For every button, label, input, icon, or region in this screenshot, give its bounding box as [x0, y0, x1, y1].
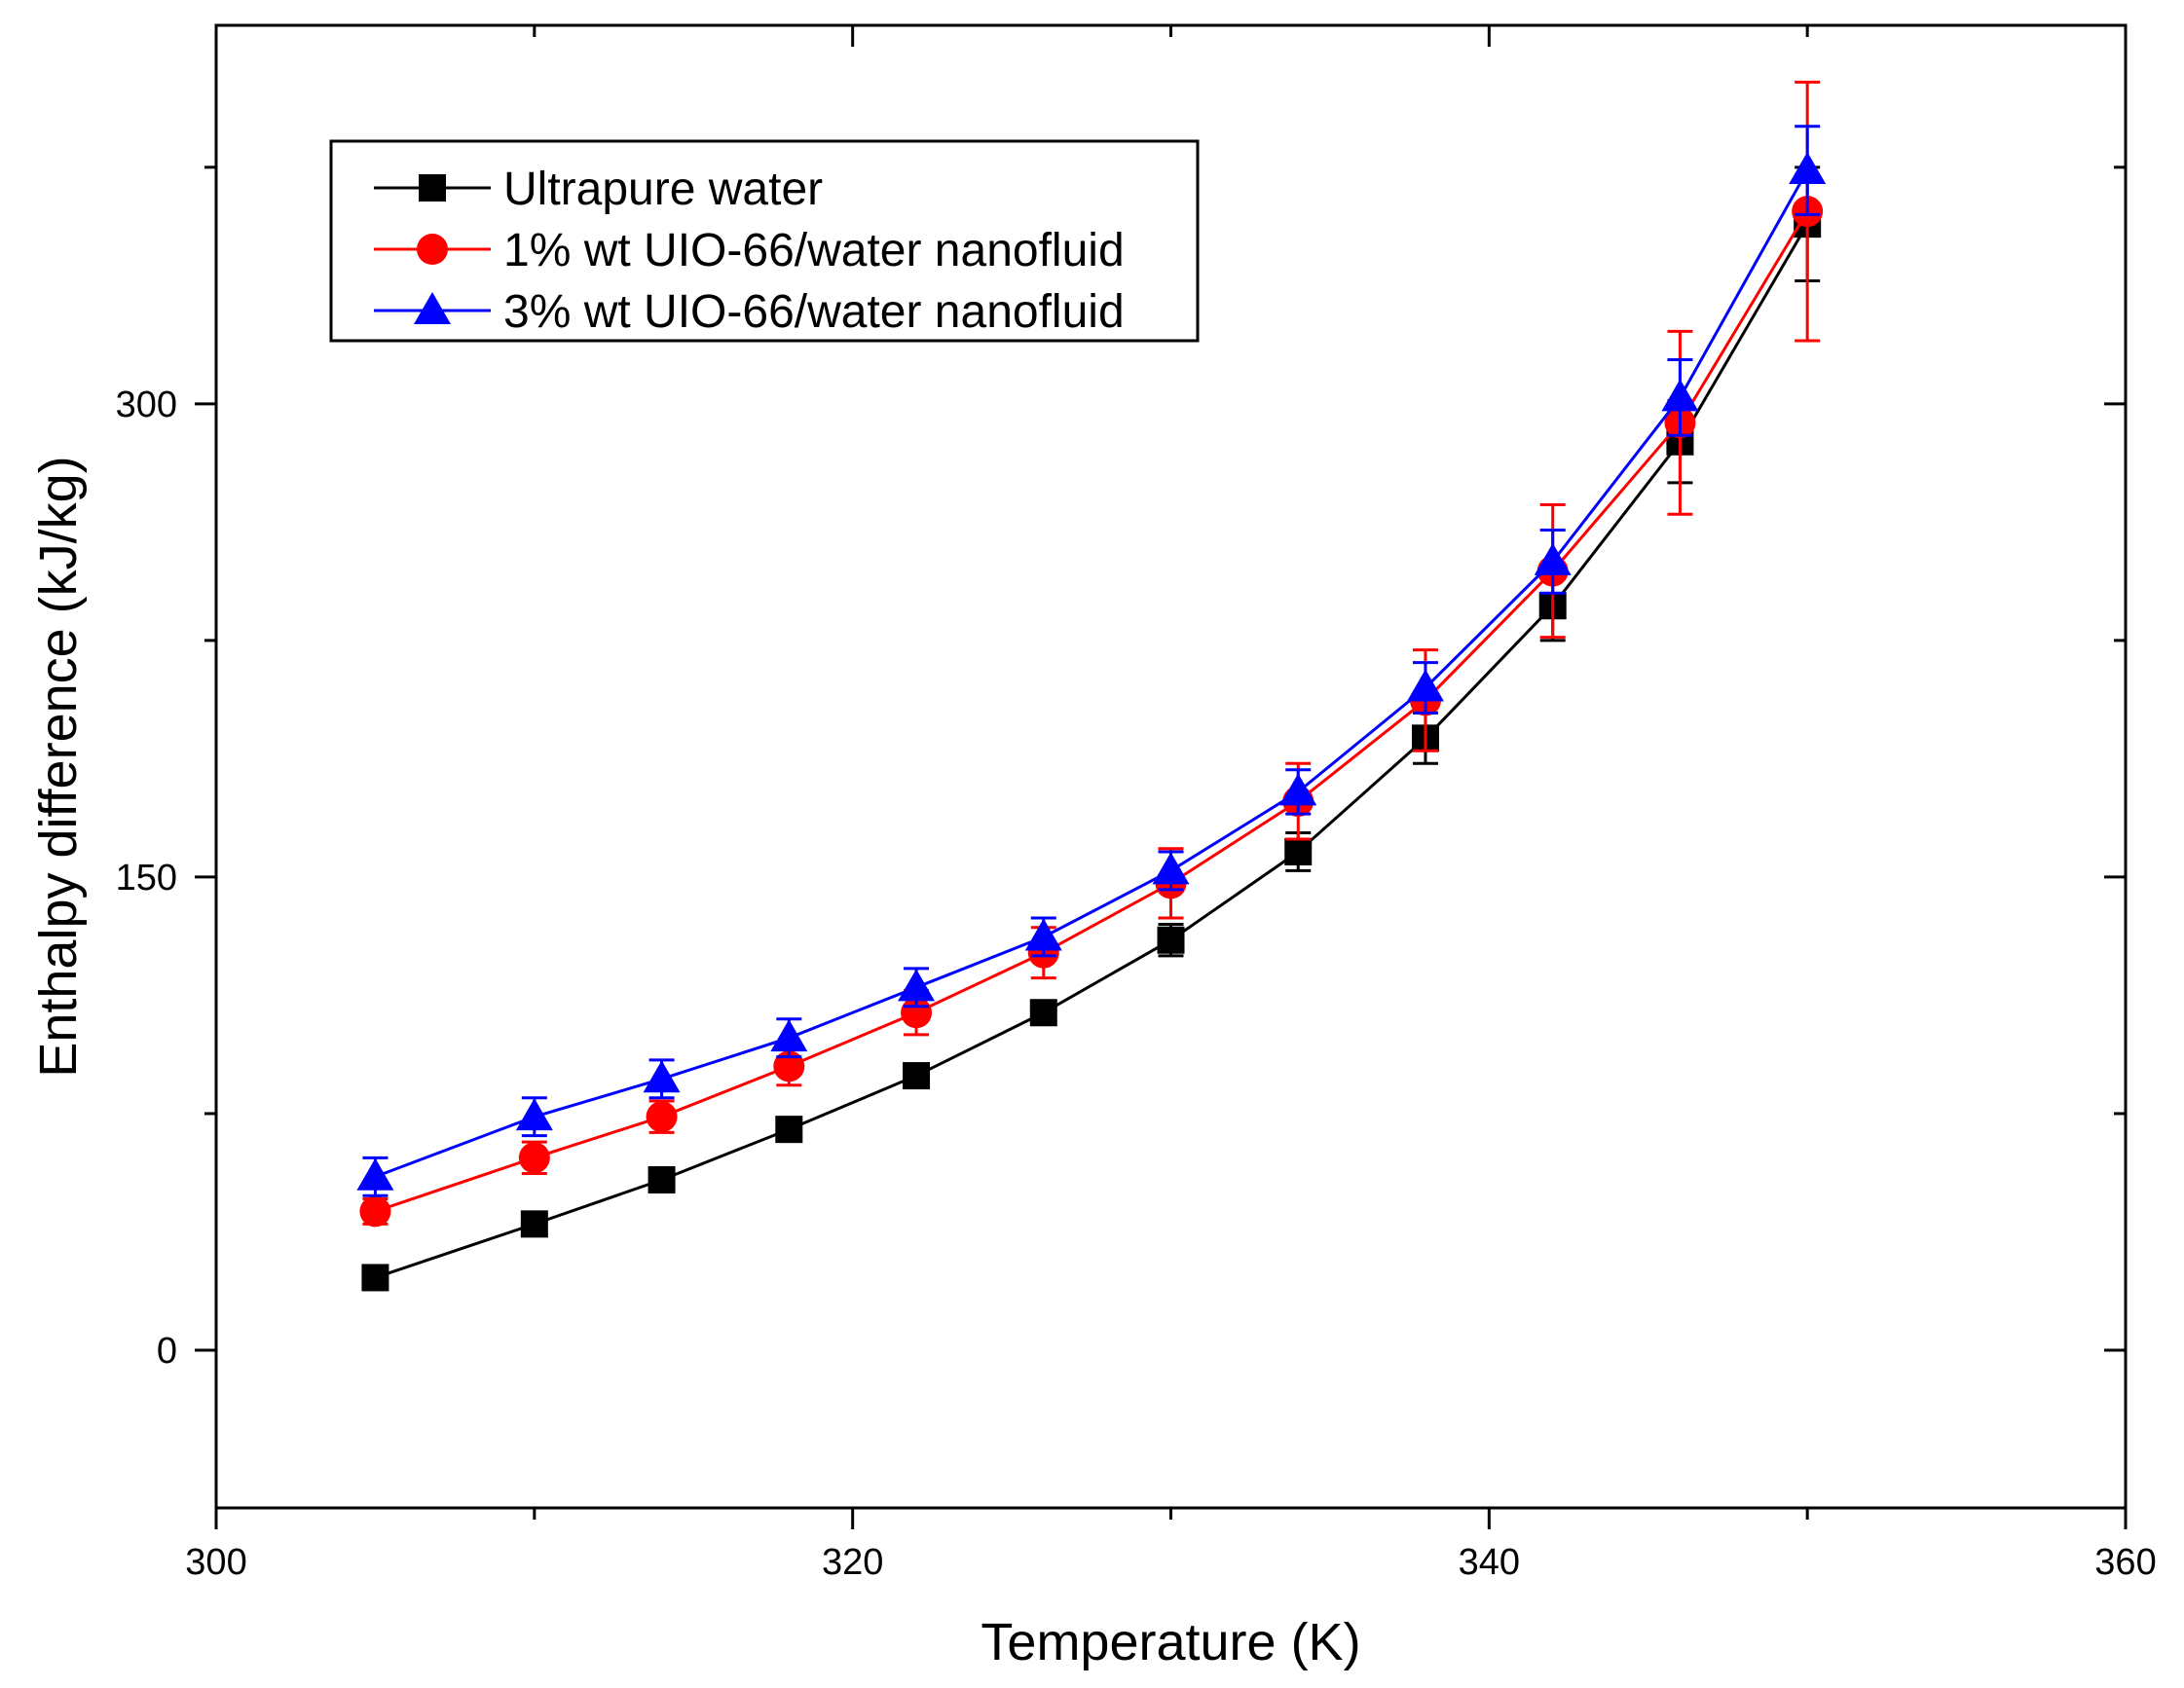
data-point [770, 1019, 808, 1052]
series-3 [356, 125, 1827, 1197]
data-point [518, 1142, 550, 1174]
data-point [515, 1098, 553, 1131]
data-point [1157, 926, 1185, 954]
data-point [1789, 152, 1827, 185]
data-point [648, 1165, 676, 1193]
x-axis-title: Temperature (K) [981, 1613, 1360, 1671]
data-point [1029, 999, 1057, 1027]
data-point [1406, 669, 1444, 702]
data-point [775, 1116, 803, 1144]
data-point [361, 1264, 389, 1292]
legend-label: 1% wt UIO-66/water nanofluid [503, 225, 1125, 276]
series-line [374, 223, 1809, 1279]
legend-marker [417, 234, 448, 265]
legend-label: 3% wt UIO-66/water nanofluid [503, 286, 1125, 338]
series-line [374, 169, 1809, 1179]
data-point [1152, 852, 1190, 885]
data-point [1284, 837, 1313, 865]
plot-area [356, 80, 1827, 1292]
data-point [520, 1210, 548, 1238]
data-point [1534, 542, 1572, 575]
legend-marker [419, 174, 446, 202]
data-point [356, 1157, 394, 1191]
data-point [1661, 379, 1699, 412]
legend-label: Ultrapure water [503, 164, 823, 215]
data-point [1024, 918, 1062, 951]
data-point [359, 1195, 391, 1228]
data-point [773, 1050, 805, 1083]
data-point [903, 1062, 931, 1090]
x-tick-label: 320 [822, 1542, 883, 1583]
data-point [646, 1101, 678, 1133]
x-tick-label: 360 [2094, 1542, 2156, 1583]
y-tick-label: 150 [116, 858, 177, 899]
y-axis-title: Enthalpy difference (kJ/kg) [29, 456, 88, 1077]
axes: 300 320 340 360 0 150 300 [116, 23, 2157, 1583]
legend-box [329, 139, 1200, 343]
x-tick-label: 340 [1459, 1542, 1520, 1583]
data-point [1279, 773, 1317, 806]
series-line [374, 210, 1809, 1213]
data-point [643, 1060, 681, 1093]
legend-marker [414, 292, 451, 324]
y-tick-label: 0 [157, 1331, 177, 1372]
data-point [901, 997, 933, 1029]
legend: Ultrapure water 1% wt UIO-66/water nanofl… [329, 139, 1200, 343]
y-tick-label: 300 [116, 385, 177, 425]
x-tick-label: 300 [185, 1542, 246, 1583]
data-point [898, 969, 936, 1002]
